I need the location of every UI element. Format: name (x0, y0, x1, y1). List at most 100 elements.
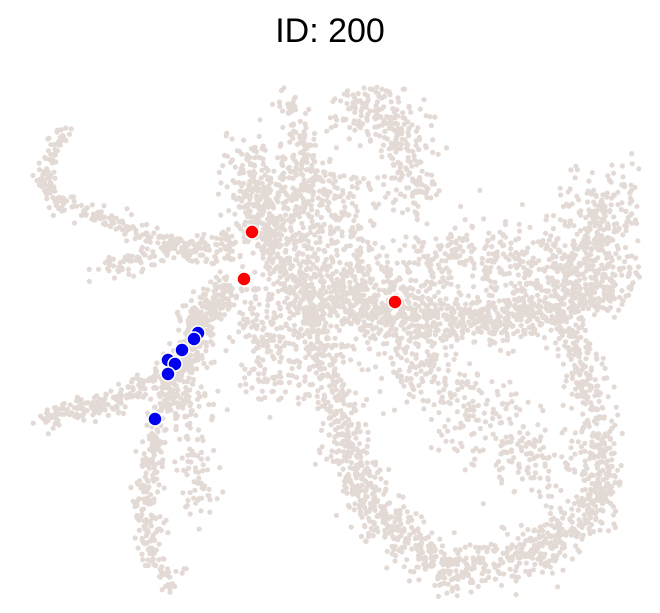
background-cell-point (437, 536, 443, 542)
background-cell-point (401, 504, 407, 510)
background-cell-point (364, 460, 370, 466)
background-cell-point (389, 523, 395, 529)
background-cell-point (337, 351, 344, 357)
background-cell-point (266, 276, 272, 282)
background-cell-point (260, 272, 266, 278)
background-cell-point (356, 505, 362, 511)
background-cell-point (90, 211, 96, 217)
background-cell-point (593, 276, 599, 283)
background-cell-point (633, 269, 639, 276)
background-cell-point (240, 264, 246, 270)
background-cell-point (523, 308, 529, 314)
background-cell-point (479, 260, 485, 266)
background-cell-point (569, 530, 575, 537)
background-cell-point (259, 212, 265, 218)
background-cell-point (532, 260, 539, 266)
background-cell-point (286, 175, 292, 181)
background-cell-point (594, 214, 600, 220)
background-cell-point (613, 404, 619, 410)
background-cell-point (534, 277, 540, 283)
background-cell-point (594, 421, 600, 427)
background-cell-point (337, 259, 343, 266)
background-cell-point (416, 556, 422, 562)
background-cell-point (395, 527, 401, 533)
background-cell-point (48, 142, 54, 148)
background-cell-point (128, 212, 135, 218)
background-cell-point (600, 192, 606, 198)
background-cell-point (310, 261, 316, 268)
background-cell-point (350, 193, 356, 199)
background-cell-point (373, 205, 379, 211)
background-cell-point (536, 297, 542, 304)
background-cell-point (424, 171, 430, 177)
background-cell-point (44, 196, 50, 202)
background-cell-point (324, 456, 330, 462)
background-cell-point (340, 466, 346, 472)
background-cell-point (400, 110, 406, 116)
background-cell-point (604, 241, 610, 247)
background-cell-point (74, 203, 80, 209)
background-cell-point (445, 581, 451, 587)
background-cell-point (119, 227, 125, 233)
background-cell-point (225, 252, 231, 258)
background-cell-point (342, 432, 348, 439)
background-cell-point (107, 259, 113, 265)
background-cell-point (290, 155, 296, 162)
background-cell-point (341, 246, 347, 253)
background-cell-point (467, 542, 473, 548)
background-cell-point (336, 327, 342, 333)
background-cell-point (368, 218, 374, 224)
background-cell-point (504, 337, 510, 343)
background-cell-point (522, 327, 528, 334)
background-cell-point (572, 175, 578, 181)
background-cell-point (155, 489, 161, 495)
background-cell-point (310, 363, 317, 369)
background-cell-point (344, 88, 350, 94)
background-cell-point (226, 208, 232, 214)
background-cell-point (433, 553, 439, 560)
background-cell-point (596, 241, 602, 247)
background-cell-point (607, 429, 613, 435)
background-cell-point (262, 201, 268, 207)
background-cell-point (575, 547, 581, 553)
background-cell-point (573, 543, 579, 549)
background-cell-point (388, 99, 394, 105)
background-cell-point (271, 168, 277, 174)
background-cell-point (469, 224, 475, 230)
background-cell-point (566, 306, 572, 312)
background-cell-point (610, 287, 616, 294)
background-cell-point (513, 544, 519, 551)
background-cell-point (270, 101, 276, 107)
background-cell-point (265, 227, 271, 233)
background-cell-point (361, 448, 367, 454)
background-cell-point (402, 137, 408, 143)
background-cell-point (560, 361, 567, 367)
background-cell-point (319, 197, 325, 203)
background-cell-point (578, 314, 584, 320)
background-cell-point (587, 450, 593, 456)
background-cell-point (286, 217, 292, 223)
background-cell-point (186, 375, 192, 381)
background-cell-point (549, 570, 556, 576)
background-cell-point (332, 335, 338, 341)
background-cell-point (380, 341, 387, 347)
background-cell-point (628, 212, 634, 218)
background-cell-point (474, 294, 481, 300)
background-cell-point (408, 323, 414, 329)
background-cell-point (614, 228, 620, 234)
background-cell-point (145, 478, 151, 484)
background-cell-point (351, 346, 357, 352)
background-cell-point (463, 258, 469, 264)
background-cell-point (500, 232, 506, 238)
background-cell-point (369, 246, 375, 252)
background-cell-point (458, 573, 465, 579)
background-cell-point (333, 449, 340, 455)
background-cell-point (544, 530, 551, 536)
background-cell-point (106, 268, 112, 274)
background-cell-point (376, 123, 382, 129)
background-cell-point (165, 530, 171, 536)
background-cell-point (108, 388, 114, 394)
background-cell-point (567, 517, 573, 523)
background-cell-point (596, 480, 602, 486)
background-cell-point (326, 415, 332, 421)
